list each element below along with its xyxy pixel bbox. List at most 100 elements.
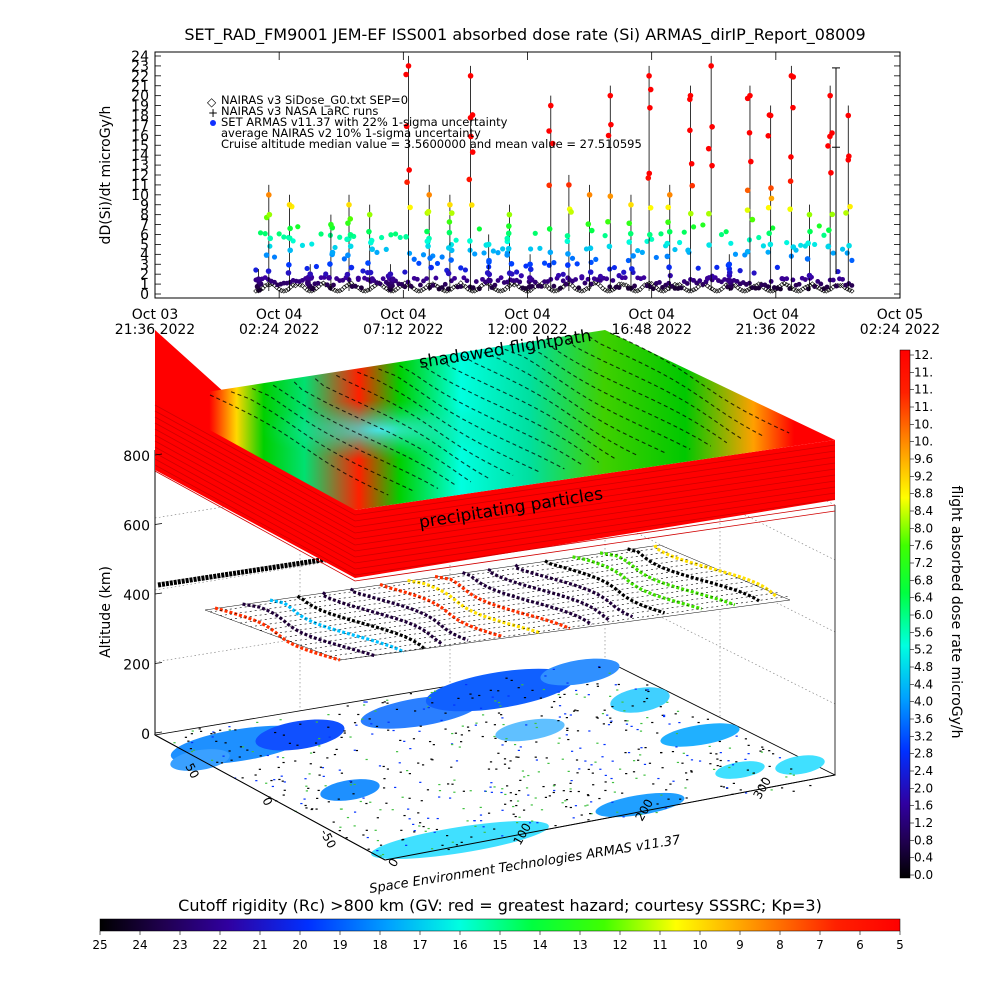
map-track-mark	[451, 743, 454, 746]
map-track-mark	[191, 741, 194, 744]
armas-base-point	[495, 278, 501, 283]
nairas-diamond-point	[844, 286, 850, 292]
mid-track-crossline	[209, 547, 661, 613]
map-track-mark	[282, 761, 285, 764]
nairas-diamond-point	[260, 285, 266, 291]
nairas-diamond-point	[551, 288, 557, 294]
map-track-mark	[606, 714, 609, 716]
nairas-diamond-point	[784, 282, 790, 288]
map-track-mark	[610, 720, 613, 722]
3d-lat-tick-label: 50	[182, 761, 202, 781]
map-track-mark	[399, 739, 402, 742]
map-track-mark	[283, 781, 286, 783]
map-track-mark	[553, 784, 556, 786]
armas-spike-point	[424, 228, 430, 235]
cutoff-rigidity-colorbar-tick-label: 25	[92, 938, 107, 952]
nairas-diamond-point	[816, 285, 822, 291]
armas-peak-point	[566, 182, 572, 188]
map-track-mark	[462, 790, 465, 792]
map-track-mark	[643, 763, 647, 766]
armas-mid-point	[341, 256, 347, 262]
map-track-mark	[447, 783, 450, 785]
armas-spike-point	[547, 249, 554, 256]
map-track-mark	[383, 701, 386, 703]
armas-spike-point	[829, 211, 836, 218]
armas-mid-point	[746, 237, 753, 243]
map-track-mark	[392, 729, 395, 732]
armas-mid-point	[337, 234, 343, 240]
armas-mid-point	[379, 234, 385, 241]
map-track-mark	[493, 786, 496, 788]
armas-spike-point	[446, 229, 453, 236]
map-track-mark	[490, 782, 493, 784]
nairas-diamond-point	[369, 284, 375, 290]
map-track-mark	[327, 714, 330, 716]
map-track-mark	[607, 724, 611, 726]
map-track-mark	[457, 697, 460, 699]
map-track-mark	[535, 726, 538, 729]
map-track-mark	[430, 758, 433, 760]
map-track-mark	[515, 756, 518, 758]
top-y-tick-label: 13	[131, 158, 149, 174]
map-track-mark	[574, 709, 577, 711]
mid-track-crossline	[279, 573, 731, 639]
map-track-mark	[685, 797, 688, 799]
armas-base-point	[560, 278, 566, 284]
map-track-mark	[421, 764, 425, 766]
map-track-mark	[387, 721, 390, 723]
map-track-mark	[501, 788, 504, 790]
armas-base-point	[830, 277, 836, 283]
armas-spike-point	[508, 260, 515, 267]
armas-spike-point	[263, 252, 270, 258]
map-track-mark	[489, 786, 492, 788]
armas-spike-point	[568, 209, 574, 215]
map-track-mark	[616, 811, 619, 813]
top-x-tick-label-date: Oct 04	[256, 307, 303, 323]
armas-spike-point	[646, 231, 653, 238]
map-track-mark	[440, 719, 443, 722]
map-track-mark	[624, 720, 627, 722]
map-track-mark	[376, 817, 379, 819]
3d-z-tick-mark	[154, 731, 163, 734]
armas-base-point	[470, 285, 476, 291]
map-track-mark	[569, 714, 572, 716]
map-track-mark	[466, 820, 469, 822]
map-track-mark	[574, 805, 578, 807]
map-track-mark	[652, 783, 655, 785]
nairas-diamond-point	[383, 285, 389, 292]
armas-base-point	[402, 284, 408, 290]
armas-spike-point	[647, 86, 654, 93]
top-y-tick-label: 10	[131, 188, 149, 204]
armas-spike-point	[706, 242, 712, 248]
map-landmass	[320, 779, 380, 801]
armas-peak-point	[255, 276, 262, 282]
map-track-mark	[378, 765, 382, 767]
slab-flight-track	[293, 381, 472, 483]
map-track-mark	[565, 717, 568, 719]
top-dose-plot: 0123456789101112131415161718192021222324…	[98, 49, 940, 338]
map-track-mark	[640, 747, 643, 749]
map-track-mark	[780, 787, 784, 789]
armas-spike-point	[368, 237, 375, 244]
map-track-mark	[565, 734, 568, 736]
armas-spike-point	[744, 207, 751, 213]
map-track-mark	[502, 723, 505, 726]
armas-spike-point	[827, 133, 833, 140]
map-track-mark	[432, 744, 435, 746]
map-track-mark	[624, 752, 627, 754]
map-track-mark	[706, 718, 710, 720]
dose-rate-colorbar-tick-label: 4.0	[914, 695, 933, 709]
armas-peak-point	[527, 261, 533, 268]
map-track-mark	[184, 736, 188, 738]
cutoff-rigidity-colorbar-tick-label: 14	[532, 938, 547, 952]
mid-track-crossline	[329, 592, 781, 657]
map-track-mark	[647, 690, 650, 693]
map-track-mark	[644, 747, 647, 749]
map-track-mark	[690, 771, 693, 773]
slab-layer-line	[154, 404, 836, 516]
3d-floor-bottom-edge	[384, 774, 836, 861]
top-x-tick-label-time: 02:24 2022	[239, 322, 319, 338]
map-track-mark	[544, 675, 547, 677]
armas-base-point	[697, 278, 703, 284]
cutoff-rigidity-colorbar-tick-label: 15	[492, 938, 507, 952]
